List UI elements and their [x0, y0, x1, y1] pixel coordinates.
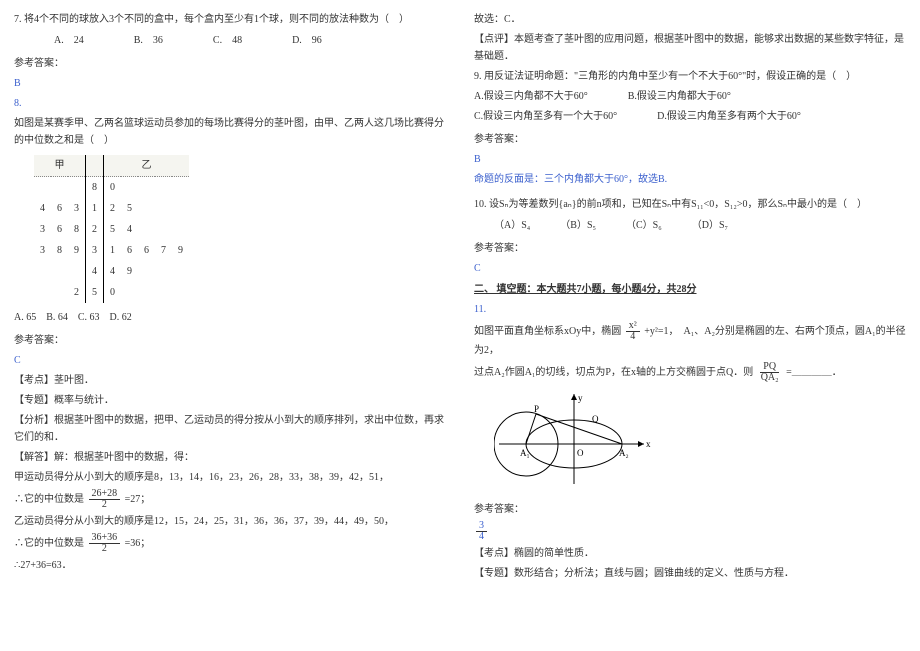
header-jia: 甲 — [34, 155, 86, 177]
q8-fx: 【分析】根据茎叶图中的数据，把甲、乙运动员的得分按从小到大的顺序排列，求出中位数… — [14, 412, 446, 446]
svg-text:A₁: A₁ — [520, 448, 530, 458]
q9-opt-c: C.假设三内角至多有一个大于60° — [474, 108, 617, 125]
q8-kd: 【考点】茎叶图． — [14, 372, 446, 389]
q8-mid1-frac: 26+28 2 — [89, 489, 121, 510]
q8-mid2a: ∴它的中位数是 — [14, 538, 84, 549]
q11-answer-label: 参考答案： — [474, 501, 906, 518]
q9-note: 命题的反面是：三个内角都大于60°，故选B. — [474, 171, 906, 188]
mid2-den: 2 — [99, 544, 110, 554]
svg-text:x: x — [646, 439, 651, 449]
q10-opt-d: （D）S₇ — [692, 217, 728, 234]
q11-frac1: x² 4 — [626, 321, 640, 342]
q11-zt: 【专题】数形结合；分析法；直线与圆；圆锥曲线的定义、性质与方程． — [474, 565, 906, 582]
q7-opt-c: C. 48 — [213, 32, 242, 49]
q8-intro: 如图是某赛季甲、乙两名篮球运动员参加的每场比赛得分的茎叶图，由甲、乙两人这几场比… — [14, 115, 446, 149]
q10-answer-label: 参考答案： — [474, 240, 906, 257]
q10-opt-b: （B）S₅ — [560, 217, 596, 234]
q10-opt-a: （A）S₄ — [494, 217, 530, 234]
q9-opt-a: A.假设三内角都不大于60° — [474, 88, 588, 105]
q7-answer: B — [14, 75, 446, 92]
q11-text1: 如图平面直角坐标系xOy中，椭圆 — [474, 326, 621, 337]
header-yi: 乙 — [104, 155, 190, 177]
q9-opt-d: D.假设三内角至多有两个大于60° — [657, 108, 801, 125]
q8-mid1: ∴它的中位数是 26+28 2 =27； — [14, 489, 446, 510]
q8-seq2: 乙运动员得分从小到大的顺序是12，15，24，25，31，36，36，37，39… — [14, 513, 446, 530]
q11-line2: 过点A₂作圆A₁的切线，切点为P，在x轴的上方交椭圆于点Q．则 PQ QA₂ =… — [474, 362, 906, 383]
q8-mid2b: =36； — [125, 538, 151, 549]
q9-answer: B — [474, 151, 906, 168]
q7-opt-d: D. 96 — [292, 32, 322, 49]
q11-figure: y x A₁ O A₂ P Q — [494, 389, 906, 495]
q8-mid2: ∴它的中位数是 36+36 2 =36； — [14, 533, 446, 554]
q7-options: A. 24 B. 36 C. 48 D. 96 — [14, 32, 446, 49]
q8-jd: 【解答】解：根据茎叶图中的数据，得： — [14, 449, 446, 466]
cont-dp: 【点评】本题考查了茎叶图的应用问题，根据茎叶图中的数据，能够求出数据的某些数字特… — [474, 31, 906, 65]
q8-options: A. 65 B. 64 C. 63 D. 62 — [14, 309, 446, 326]
q11-ans-frac: 3 4 — [476, 521, 487, 542]
mid1-den: 2 — [99, 500, 110, 510]
q8-answer: C — [14, 352, 446, 369]
q10-options: （A）S₄ （B）S₅ （C）S₆ （D）S₇ — [474, 217, 906, 234]
svg-text:Q: Q — [592, 414, 599, 424]
q8-sum: ∴27+36=63． — [14, 557, 446, 574]
q11-answer: 3 4 — [474, 521, 906, 542]
svg-text:O: O — [577, 448, 584, 458]
q7-opt-b: B. 36 — [134, 32, 163, 49]
section2-title: 二、 填空题：本大题共7小题，每小题4分，共28分 — [474, 281, 906, 298]
frac2-den: QA₂ — [758, 373, 782, 383]
q11-text2: 过点A₂作圆A₁的切线，切点为P，在x轴的上方交椭圆于点Q．则 — [474, 367, 753, 378]
q8-zt: 【专题】概率与统计． — [14, 392, 446, 409]
q11-text2b: =＿＿＿＿． — [786, 367, 842, 378]
svg-text:A₂: A₂ — [619, 448, 629, 458]
q7-answer-label: 参考答案： — [14, 55, 446, 72]
q11-line1: 如图平面直角坐标系xOy中，椭圆 x² 4 +y²=1， A₁、A₂分别是椭圆的… — [474, 321, 906, 359]
cont-l1: 故选：C． — [474, 11, 906, 28]
q11-num: 11. — [474, 301, 906, 318]
q9-text: 9. 用反证法证明命题："三角形的内角中至少有一个不大于60°"时，假设正确的是… — [474, 68, 906, 85]
q11-kd: 【考点】椭圆的简单性质． — [474, 545, 906, 562]
q8-answer-label: 参考答案： — [14, 332, 446, 349]
q7-text: 7. 将4个不同的球放入3个不同的盒中，每个盒内至少有1个球，则不同的放法种数为… — [14, 11, 446, 28]
stemleaf-table: 甲 乙 80463125368254389316679449250 — [34, 155, 446, 303]
q11-frac2: PQ QA₂ — [758, 362, 782, 383]
q8-mid1a: ∴它的中位数是 — [14, 494, 84, 505]
svg-text:y: y — [578, 393, 583, 403]
q8-mid1b: =27； — [125, 494, 151, 505]
q8-seq1: 甲运动员得分从小到大的顺序是8，13，14，16，23，26，28，33，38，… — [14, 469, 446, 486]
q10-opt-c: （C）S₆ — [626, 217, 662, 234]
q9-opt-b: B.假设三内角都大于60° — [628, 88, 731, 105]
q8-mid2-frac: 36+36 2 — [89, 533, 121, 554]
q10-text: 10. 设Sₙ为等差数列{aₙ}的前n项和，已知在Sₙ中有S₁₁<0，S₁₂>0… — [474, 196, 906, 213]
q10-answer: C — [474, 260, 906, 277]
ans-den: 4 — [476, 532, 487, 542]
svg-text:P: P — [534, 404, 539, 414]
q9-answer-label: 参考答案： — [474, 131, 906, 148]
q7-opt-a: A. 24 — [54, 32, 84, 49]
q8-num: 8. — [14, 95, 446, 112]
frac1-den: 4 — [627, 332, 638, 342]
